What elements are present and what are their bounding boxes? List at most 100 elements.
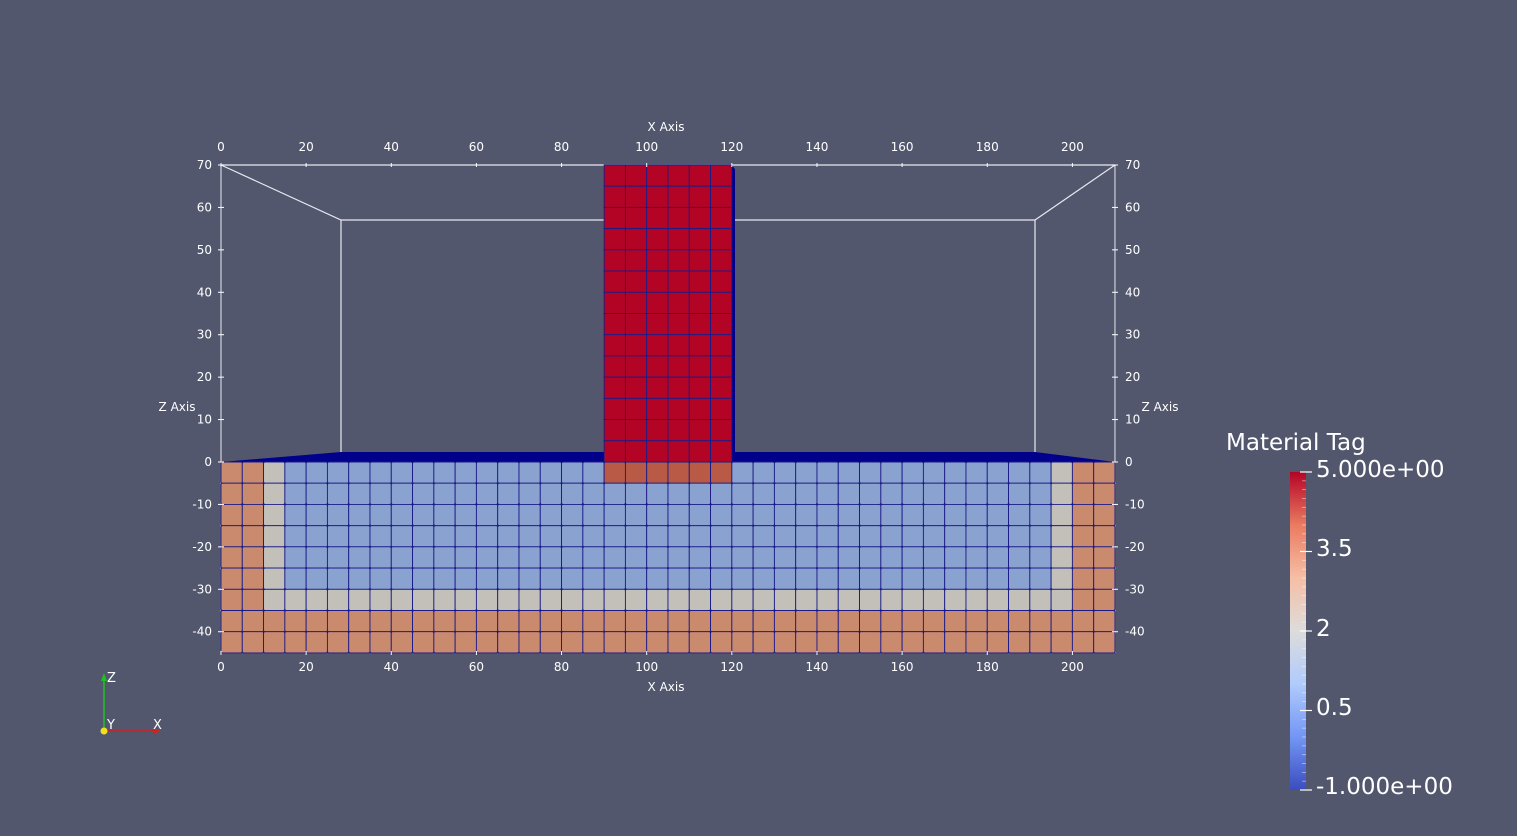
structure-element[interactable]	[710, 270, 733, 293]
soil-element[interactable]	[795, 525, 818, 548]
structure-element[interactable]	[710, 164, 733, 187]
soil-element[interactable]	[1071, 525, 1095, 548]
soil-element[interactable]	[433, 482, 456, 505]
soil-element[interactable]	[1008, 631, 1031, 654]
soil-element[interactable]	[603, 567, 626, 590]
soil-element[interactable]	[646, 610, 669, 633]
soil-element[interactable]	[773, 503, 797, 527]
structure-element[interactable]	[624, 270, 648, 293]
soil-element[interactable]	[667, 567, 690, 590]
soil-element[interactable]	[646, 482, 669, 505]
soil-element[interactable]	[1008, 610, 1031, 633]
soil-element[interactable]	[710, 482, 733, 505]
soil-element[interactable]	[561, 610, 584, 633]
structure-element[interactable]	[688, 228, 712, 251]
soil-element[interactable]	[518, 588, 541, 611]
structure-element[interactable]	[603, 334, 626, 357]
structure-element[interactable]	[646, 419, 669, 442]
soil-element[interactable]	[1071, 546, 1095, 569]
structure-element[interactable]	[646, 376, 669, 399]
structure-element[interactable]	[646, 313, 669, 336]
soil-element[interactable]	[965, 588, 988, 611]
structure-element[interactable]	[646, 185, 669, 208]
structure-element[interactable]	[667, 376, 690, 399]
structure-element[interactable]	[646, 355, 669, 378]
soil-element[interactable]	[305, 631, 328, 654]
soil-element[interactable]	[454, 461, 477, 484]
soil-element[interactable]	[241, 461, 265, 484]
soil-element[interactable]	[986, 567, 1009, 590]
soil-element[interactable]	[752, 461, 775, 484]
soil-element[interactable]	[624, 588, 648, 611]
soil-element[interactable]	[433, 631, 456, 654]
soil-element[interactable]	[539, 525, 563, 548]
soil-element[interactable]	[795, 567, 818, 590]
soil-element[interactable]	[688, 567, 712, 590]
soil-element[interactable]	[965, 546, 988, 569]
soil-element[interactable]	[433, 503, 456, 527]
soil-element[interactable]	[816, 631, 839, 654]
soil-element[interactable]	[624, 631, 648, 654]
soil-element[interactable]	[241, 503, 265, 527]
soil-element[interactable]	[220, 567, 243, 590]
structure-element[interactable]	[688, 185, 712, 208]
soil-element[interactable]	[348, 461, 371, 484]
soil-element[interactable]	[646, 503, 669, 527]
structure-element[interactable]	[603, 249, 626, 272]
structure-element[interactable]	[688, 419, 712, 442]
structure-element[interactable]	[646, 334, 669, 357]
structure-element[interactable]	[710, 249, 733, 272]
structure-element[interactable]	[667, 419, 690, 442]
soil-element[interactable]	[901, 610, 924, 633]
soil-element[interactable]	[965, 525, 988, 548]
soil-element[interactable]	[624, 546, 648, 569]
soil-element[interactable]	[837, 631, 861, 654]
soil-element[interactable]	[305, 588, 328, 611]
soil-element[interactable]	[412, 546, 435, 569]
soil-element[interactable]	[859, 525, 882, 548]
soil-element[interactable]	[837, 588, 861, 611]
soil-element[interactable]	[348, 567, 371, 590]
soil-element[interactable]	[752, 588, 775, 611]
soil-element[interactable]	[1008, 482, 1031, 505]
soil-element[interactable]	[731, 567, 754, 590]
soil-element[interactable]	[454, 482, 477, 505]
soil-element[interactable]	[624, 525, 648, 548]
soil-element[interactable]	[837, 546, 861, 569]
soil-element[interactable]	[773, 482, 797, 505]
soil-element[interactable]	[390, 610, 414, 633]
soil-element[interactable]	[1071, 482, 1095, 505]
structure-element[interactable]	[710, 355, 733, 378]
soil-element[interactable]	[1050, 567, 1073, 590]
soil-element[interactable]	[837, 461, 861, 484]
soil-element[interactable]	[816, 503, 839, 527]
soil-element[interactable]	[986, 546, 1009, 569]
soil-element[interactable]	[752, 503, 775, 527]
soil-element[interactable]	[667, 546, 690, 569]
structure-element[interactable]	[624, 376, 648, 399]
soil-element[interactable]	[816, 567, 839, 590]
soil-element[interactable]	[710, 461, 733, 484]
soil-element[interactable]	[539, 482, 563, 505]
soil-element[interactable]	[475, 482, 499, 505]
soil-element[interactable]	[710, 588, 733, 611]
soil-element[interactable]	[263, 461, 286, 484]
soil-element[interactable]	[475, 546, 499, 569]
soil-element[interactable]	[901, 631, 924, 654]
soil-element[interactable]	[497, 482, 520, 505]
soil-element[interactable]	[646, 461, 669, 484]
soil-element[interactable]	[220, 610, 243, 633]
soil-element[interactable]	[284, 503, 307, 527]
soil-element[interactable]	[944, 503, 967, 527]
soil-element[interactable]	[773, 588, 797, 611]
soil-element[interactable]	[922, 503, 946, 527]
soil-element[interactable]	[284, 525, 307, 548]
soil-element[interactable]	[880, 503, 903, 527]
soil-element[interactable]	[901, 567, 924, 590]
soil-element[interactable]	[837, 482, 861, 505]
soil-element[interactable]	[305, 567, 328, 590]
structure-element[interactable]	[624, 440, 648, 463]
soil-element[interactable]	[731, 588, 754, 611]
soil-element[interactable]	[263, 610, 286, 633]
soil-element[interactable]	[710, 525, 733, 548]
